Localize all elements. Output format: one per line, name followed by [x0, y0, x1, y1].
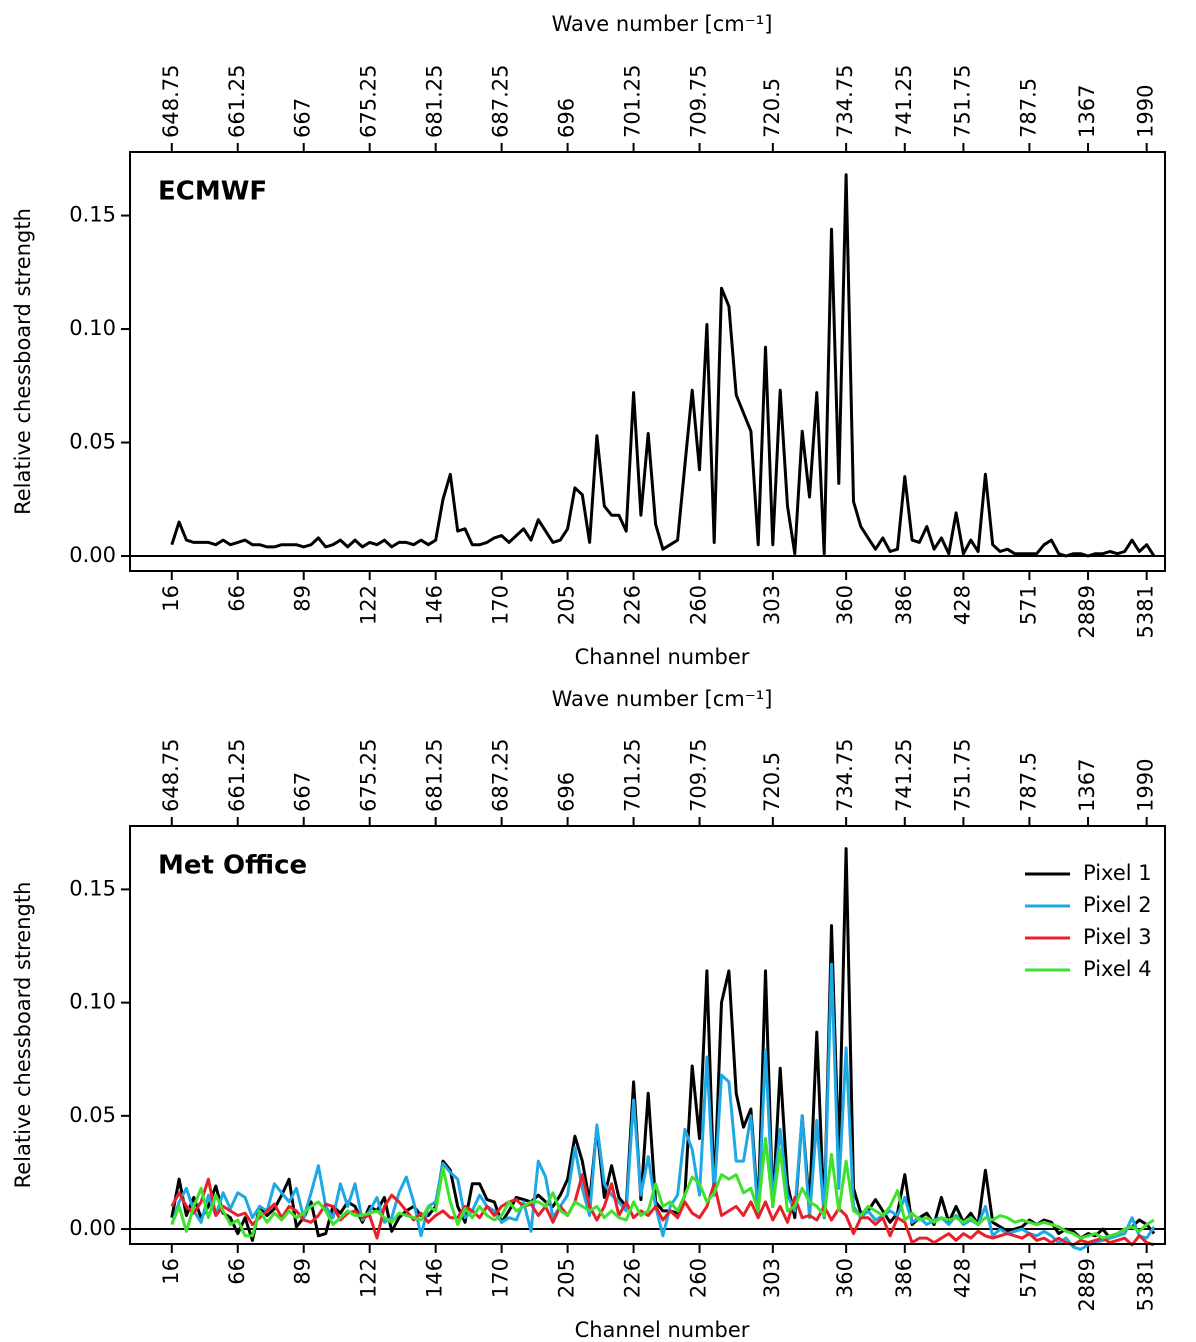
- data-line: [170, 847, 1156, 1242]
- x2-tick-label: 701.25: [621, 739, 645, 812]
- x2-tick-label: 741.25: [892, 739, 916, 812]
- x-tick-label: 226: [621, 1258, 645, 1298]
- x2-tick-label: 787.5: [1016, 752, 1040, 812]
- x-tick-label: 428: [950, 1258, 974, 1298]
- x2-tick-label: 751.75: [950, 739, 974, 812]
- x2-axis-title: Wave number [cm⁻¹]: [552, 687, 773, 711]
- x-tick-label: 66: [225, 1258, 249, 1285]
- x2-tick-label: 696: [555, 98, 579, 138]
- plot-frame: [129, 825, 1166, 1245]
- x-tick-label: 205: [555, 1258, 579, 1298]
- x2-tick-label: 648.75: [159, 739, 183, 812]
- x-tick-label: 2889: [1075, 585, 1099, 638]
- x-tick-label: 303: [760, 1258, 784, 1298]
- x2-tick-label: 751.75: [950, 65, 974, 138]
- x2-tick-label: 1990: [1134, 85, 1158, 138]
- x-tick-label: 16: [159, 1258, 183, 1285]
- x-tick-label: 122: [357, 1258, 381, 1298]
- y-tick-label: 0.05: [69, 1103, 116, 1127]
- x2-tick-label: 667: [291, 772, 315, 812]
- x-tick-label: 360: [833, 585, 857, 625]
- x-tick-label: 170: [489, 1258, 513, 1298]
- x-tick-label: 360: [833, 1258, 857, 1298]
- x2-tick-label: 675.25: [357, 65, 381, 138]
- x-tick-label: 428: [950, 585, 974, 625]
- x-tick-label: 146: [423, 1258, 447, 1298]
- legend-label: Pixel 2: [1083, 893, 1152, 917]
- x-tick-label: 89: [291, 585, 315, 612]
- x2-tick-label: 661.25: [225, 65, 249, 138]
- x-tick-label: 386: [892, 1258, 916, 1298]
- data-line: [170, 1137, 1155, 1240]
- x-axis-title: Channel number: [575, 645, 750, 669]
- x2-tick-label: 720.5: [760, 78, 784, 138]
- x2-tick-label: 701.25: [621, 65, 645, 138]
- x2-tick-label: 648.75: [159, 65, 183, 138]
- x2-tick-label: 681.25: [423, 739, 447, 812]
- x2-tick-label: 741.25: [892, 65, 916, 138]
- x2-tick-label: 1367: [1075, 85, 1099, 138]
- plot-frame: [129, 151, 1166, 572]
- y-tick-label: 0.10: [69, 990, 116, 1014]
- x-tick-label: 386: [892, 585, 916, 625]
- x-tick-label: 260: [687, 585, 711, 625]
- x-tick-label: 146: [423, 585, 447, 625]
- x-tick-label: 571: [1016, 1258, 1040, 1298]
- x2-tick-label: 667: [291, 98, 315, 138]
- x2-tick-label: 720.5: [760, 752, 784, 812]
- data-line: [170, 1173, 1155, 1247]
- y-tick-label: 0.00: [69, 543, 116, 567]
- x2-axis-title: Wave number [cm⁻¹]: [552, 12, 773, 36]
- x2-tick-label: 787.5: [1016, 78, 1040, 138]
- panel-label: Met Office: [158, 851, 307, 881]
- x2-tick-label: 1990: [1134, 759, 1158, 812]
- data-line: [170, 173, 1156, 558]
- x-tick-label: 571: [1016, 585, 1040, 625]
- x-tick-label: 16: [159, 585, 183, 612]
- y-axis-title: Relative chessboard strength: [11, 882, 35, 1189]
- x-tick-label: 5381: [1134, 1258, 1158, 1311]
- x-tick-label: 205: [555, 585, 579, 625]
- legend-label: Pixel 4: [1083, 957, 1152, 981]
- y-tick-label: 0.00: [69, 1216, 116, 1240]
- x2-tick-label: 696: [555, 772, 579, 812]
- y-tick-label: 0.15: [69, 203, 116, 227]
- x2-tick-label: 734.75: [833, 739, 857, 812]
- legend-label: Pixel 1: [1083, 861, 1152, 885]
- x2-tick-label: 709.75: [687, 65, 711, 138]
- panel: Wave number [cm⁻¹] Channel number Relative…: [11, 12, 1166, 669]
- x-tick-label: 5381: [1134, 585, 1158, 638]
- x2-tick-label: 687.25: [489, 739, 513, 812]
- legend-label: Pixel 3: [1083, 925, 1152, 949]
- x-tick-label: 66: [225, 585, 249, 612]
- x2-tick-label: 675.25: [357, 739, 381, 812]
- x2-tick-label: 687.25: [489, 65, 513, 138]
- data-line: [170, 962, 1156, 1251]
- x2-tick-label: 661.25: [225, 739, 249, 812]
- x2-tick-label: 709.75: [687, 739, 711, 812]
- x-tick-label: 170: [489, 585, 513, 625]
- x-tick-label: 260: [687, 1258, 711, 1298]
- x2-tick-label: 734.75: [833, 65, 857, 138]
- x-tick-label: 226: [621, 585, 645, 625]
- y-tick-label: 0.10: [69, 316, 116, 340]
- x2-tick-label: 1367: [1075, 759, 1099, 812]
- x-tick-label: 89: [291, 1258, 315, 1285]
- x2-tick-label: 681.25: [423, 65, 447, 138]
- x-tick-label: 2889: [1075, 1258, 1099, 1311]
- x-tick-label: 303: [760, 585, 784, 625]
- y-axis-title: Relative chessboard strength: [11, 208, 35, 515]
- x-axis-title: Channel number: [575, 1318, 750, 1342]
- x-tick-label: 122: [357, 585, 381, 625]
- panel-label: ECMWF: [158, 177, 267, 207]
- y-tick-label: 0.15: [69, 876, 116, 900]
- y-tick-label: 0.05: [69, 430, 116, 454]
- panel: Wave number [cm⁻¹] Channel number Relative…: [11, 687, 1166, 1342]
